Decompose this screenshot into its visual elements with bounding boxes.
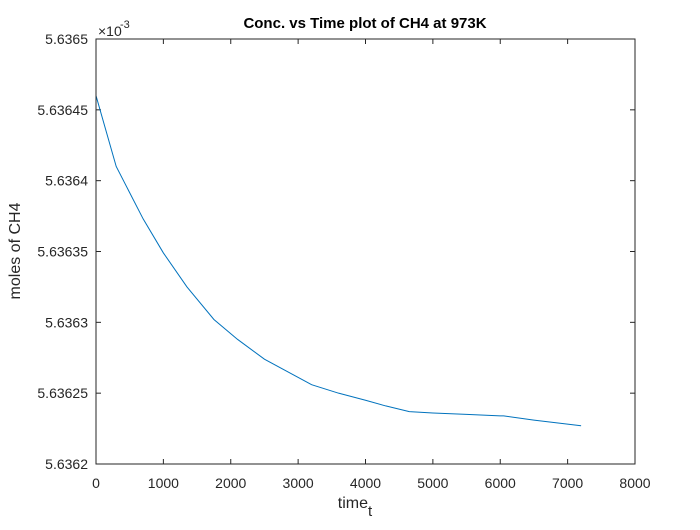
y-tick-label: 5.6362 xyxy=(45,456,88,472)
y-axis-label: moles of CH4 xyxy=(7,202,24,299)
plot-background xyxy=(96,39,635,464)
x-axis-label: timet xyxy=(338,495,373,520)
x-tick-label: 4000 xyxy=(350,475,381,491)
x-tick-label: 0 xyxy=(92,475,100,491)
y-exponent-power: -3 xyxy=(120,19,130,31)
y-tick-label: 5.63645 xyxy=(37,102,88,118)
x-tick-label: 7000 xyxy=(552,475,583,491)
y-tick-label: 5.6365 xyxy=(45,31,88,47)
y-tick-label: 5.63625 xyxy=(37,385,88,401)
x-tick-label: 1000 xyxy=(148,475,179,491)
y-axis-exponent: ×10 -3 xyxy=(98,19,130,39)
x-axis-label-subscript: t xyxy=(368,503,373,520)
x-tick-label: 2000 xyxy=(215,475,246,491)
y-exponent-base: ×10 xyxy=(98,23,122,39)
plot-frame xyxy=(95,38,636,465)
x-tick-label: 5000 xyxy=(417,475,448,491)
y-axis-ticks: 5.6362 5.63625 5.6363 5.63635 5.6364 5.63645 5… xyxy=(37,31,635,472)
y-tick-label: 5.63635 xyxy=(37,244,88,260)
x-tick-label: 8000 xyxy=(619,475,650,491)
x-tick-label: 6000 xyxy=(485,475,516,491)
x-axis-ticks: 0 1000 2000 3000 4000 5000 6000 7000 8000 xyxy=(92,39,651,491)
y-tick-label: 5.6363 xyxy=(45,314,88,330)
x-axis-label-main: time xyxy=(338,495,368,512)
x-tick-label: 3000 xyxy=(283,475,314,491)
series-line xyxy=(95,95,582,427)
y-tick-label: 5.6364 xyxy=(45,173,88,189)
chart-title: Conc. vs Time plot of CH4 at 973K xyxy=(243,15,486,32)
